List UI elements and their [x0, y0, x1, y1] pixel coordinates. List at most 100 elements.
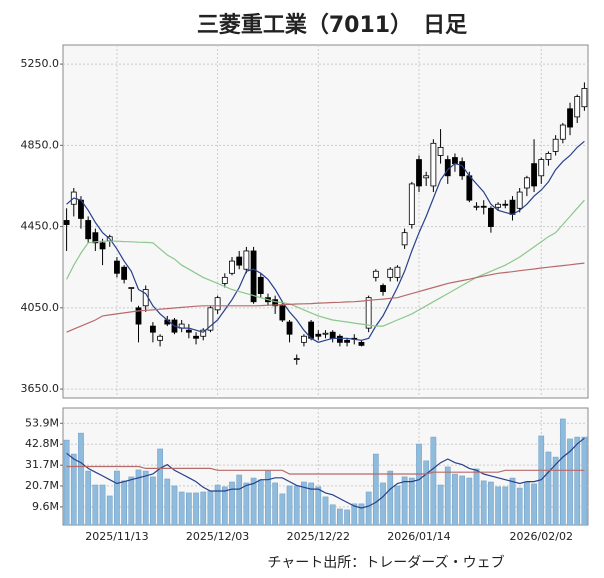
candle-body [559, 124, 566, 140]
moving-average-line [66, 465, 585, 475]
candle-body [387, 268, 394, 278]
volume-bar [552, 456, 559, 526]
volume-bar [380, 482, 386, 526]
candle-body [250, 250, 257, 303]
y-tick-label: 53.9M [25, 416, 59, 429]
moving-average-line [66, 262, 585, 333]
candle-body [394, 266, 401, 278]
volume-bar [430, 436, 437, 526]
volume-bar [207, 490, 214, 526]
volume-bar [164, 478, 171, 526]
candle-body [329, 331, 336, 339]
volume-bar [257, 479, 264, 526]
candle-body [372, 270, 379, 278]
candle-body [185, 329, 192, 333]
volume-bar [308, 482, 314, 526]
candle-body [257, 276, 264, 295]
candle-body [301, 335, 307, 343]
volume-bar [365, 491, 372, 526]
candle-body [243, 250, 250, 270]
volume-bar [301, 481, 307, 526]
volume-bar [178, 491, 185, 526]
volume-bar [92, 484, 99, 526]
volume-bar [171, 485, 178, 526]
price-panel [62, 44, 589, 399]
volume-bar [250, 477, 257, 526]
y-tick-label: 4850.0 [21, 138, 60, 151]
candle-body [523, 177, 530, 189]
volume-bar [272, 482, 279, 526]
volume-bar [193, 492, 199, 526]
volume-bar [279, 493, 286, 526]
candle-body [293, 358, 300, 360]
volume-bar [351, 503, 358, 526]
candle-body [538, 159, 545, 177]
chart-title: 三菱重工業（7011） 日足 [197, 12, 467, 38]
candle-body [157, 335, 163, 341]
volume-bar [401, 476, 408, 526]
volume-bar [452, 473, 458, 526]
volume-bar [200, 491, 207, 526]
candle-body [114, 260, 120, 274]
candle-body [207, 307, 214, 331]
candle-body [452, 157, 458, 165]
volume-bar [387, 470, 394, 526]
volume-bar [85, 470, 92, 526]
volume-bar [322, 496, 329, 526]
candle-body [221, 276, 228, 284]
candle-body [358, 341, 365, 346]
volume-bar [99, 484, 106, 526]
volume-bar [337, 508, 343, 526]
volume-bar [214, 484, 221, 526]
x-tick-label: 2025/12/22 [287, 530, 350, 543]
candle-body [401, 232, 408, 246]
candle-body [193, 335, 199, 339]
y-tick-label: 31.7M [25, 458, 59, 471]
volume-bar [408, 477, 415, 526]
candle-body [531, 163, 537, 187]
volume-bar [531, 483, 537, 526]
y-tick-label: 9.6M [32, 500, 59, 513]
volume-bar [229, 481, 235, 526]
volume-bar [559, 418, 566, 526]
volume-bar [372, 453, 379, 526]
candle-body [92, 232, 99, 244]
volume-bar [265, 470, 271, 526]
candle-body [214, 297, 221, 311]
volume-bar [142, 470, 149, 526]
volume-bar [358, 503, 365, 526]
candle-body [200, 329, 207, 337]
candle-body [495, 203, 502, 208]
candle-body [408, 183, 415, 225]
candle-body [63, 220, 70, 225]
candle-body [545, 153, 552, 160]
candle-body [380, 285, 386, 292]
volume-bar [114, 470, 120, 526]
volume-bar [524, 481, 530, 526]
volume-bar [509, 477, 516, 526]
x-tick-label: 2025/11/13 [85, 530, 148, 543]
volume-bar [221, 486, 228, 526]
candle-body [322, 332, 329, 335]
volume-bar [473, 468, 480, 526]
candle-body [365, 297, 372, 329]
candle-body [121, 266, 128, 280]
volume-bar [78, 432, 84, 526]
volume-bar [121, 480, 127, 526]
moving-average-line [66, 140, 585, 343]
y-tick-label: 42.8M [25, 437, 59, 450]
volume-bar [243, 482, 250, 526]
candle-body [437, 146, 444, 156]
volume-bar [150, 476, 156, 526]
candle-body [149, 325, 156, 333]
volume-bar [488, 481, 494, 526]
volume-bar [186, 492, 192, 526]
volume-bar [516, 487, 523, 526]
x-tick-label: 2026/01/14 [387, 530, 450, 543]
candle-body [315, 333, 322, 337]
candle-body [229, 260, 235, 274]
candle-body [473, 205, 480, 208]
candle-body [99, 242, 106, 250]
volume-bar [444, 466, 451, 526]
